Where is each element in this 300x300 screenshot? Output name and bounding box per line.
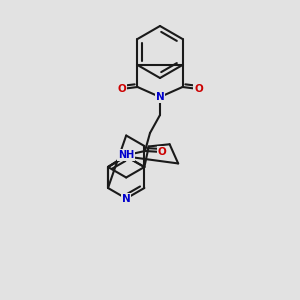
Text: O: O: [117, 84, 126, 94]
Text: O: O: [158, 147, 166, 157]
Text: NH: NH: [118, 150, 134, 160]
Text: N: N: [122, 194, 130, 203]
Text: N: N: [156, 92, 164, 102]
Text: O: O: [194, 84, 203, 94]
